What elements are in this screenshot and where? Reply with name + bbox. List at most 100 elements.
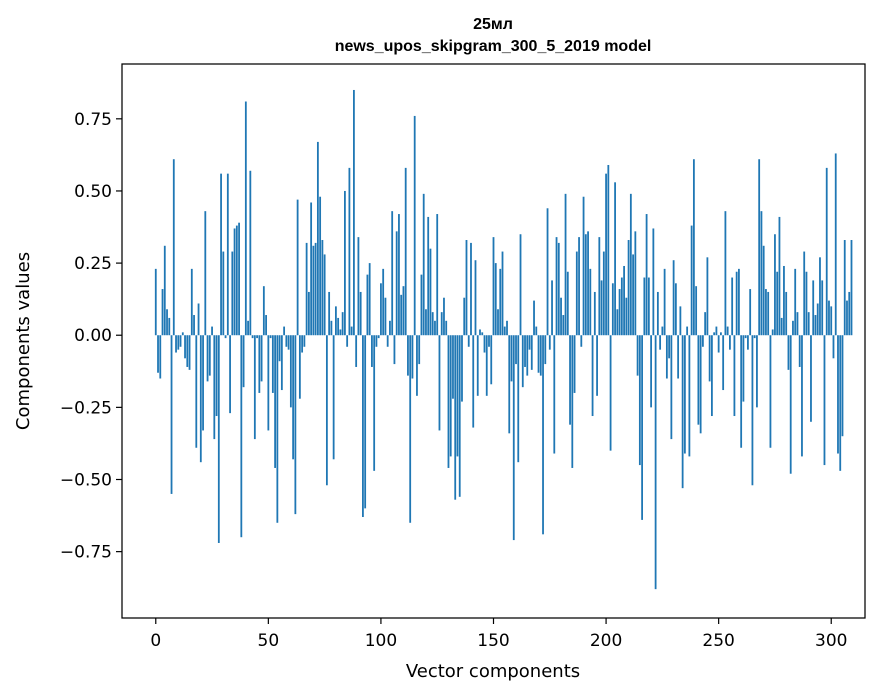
- bar: [209, 335, 211, 375]
- bar: [445, 321, 447, 335]
- bar: [535, 327, 537, 336]
- bar: [470, 243, 472, 335]
- bar: [502, 252, 504, 336]
- bar: [189, 335, 191, 370]
- bar: [207, 335, 209, 381]
- bar: [162, 289, 164, 335]
- bar: [612, 283, 614, 335]
- bar: [511, 335, 513, 381]
- bar: [290, 335, 292, 407]
- bar: [177, 335, 179, 349]
- bar: [673, 260, 675, 335]
- bar: [598, 237, 600, 335]
- bar: [303, 335, 305, 347]
- bar: [391, 211, 393, 335]
- bar: [416, 335, 418, 396]
- bar: [538, 335, 540, 373]
- bar: [589, 269, 591, 335]
- bar: [225, 335, 227, 338]
- bar: [369, 263, 371, 335]
- bar: [679, 306, 681, 335]
- bar: [815, 315, 817, 335]
- bar: [734, 335, 736, 416]
- bar: [551, 280, 553, 335]
- bar: [155, 269, 157, 335]
- bar: [258, 335, 260, 393]
- bar: [574, 335, 576, 393]
- bar: [643, 278, 645, 336]
- bar: [436, 214, 438, 335]
- bar: [463, 298, 465, 336]
- bar: [641, 335, 643, 520]
- bar: [475, 260, 477, 335]
- bar: [558, 243, 560, 335]
- bar: [484, 335, 486, 352]
- bar: [493, 237, 495, 335]
- bar: [231, 252, 233, 336]
- bar: [515, 335, 517, 364]
- bar: [842, 335, 844, 436]
- bar: [562, 315, 564, 335]
- bar: [481, 332, 483, 335]
- bar: [752, 335, 754, 485]
- bar: [580, 335, 582, 347]
- bar: [240, 335, 242, 537]
- bar: [200, 335, 202, 462]
- bar: [833, 335, 835, 358]
- bar: [810, 335, 812, 422]
- bar: [466, 240, 468, 335]
- bar: [403, 286, 405, 335]
- bar: [646, 214, 648, 335]
- bar: [821, 280, 823, 335]
- y-tick-label: 0.00: [74, 326, 112, 346]
- y-axis-ticks: 0.75 0.50 0.25 0.00 −0.25 −0.50 −0.75: [60, 110, 122, 563]
- bar: [508, 335, 510, 433]
- bar: [691, 226, 693, 336]
- bar: [522, 335, 524, 387]
- x-tick-label: 250: [702, 631, 734, 651]
- bar: [281, 335, 283, 390]
- bar: [625, 298, 627, 336]
- bar: [432, 312, 434, 335]
- bar: [819, 257, 821, 335]
- bar: [461, 335, 463, 401]
- bar: [229, 335, 231, 413]
- bar: [400, 295, 402, 335]
- bar: [441, 312, 443, 335]
- bar: [632, 254, 634, 335]
- bar: [337, 318, 339, 335]
- bar: [421, 275, 423, 336]
- bar: [346, 335, 348, 347]
- bar: [830, 306, 832, 335]
- bar: [677, 335, 679, 378]
- bar: [524, 335, 526, 367]
- bar: [159, 335, 161, 378]
- bar: [339, 329, 341, 335]
- bar: [335, 306, 337, 335]
- bar: [497, 309, 499, 335]
- bar: [204, 211, 206, 335]
- bar: [560, 298, 562, 336]
- chart-subtitle: news_upos_skipgram_300_5_2019 model: [335, 38, 652, 55]
- bar: [351, 327, 353, 336]
- bar: [193, 315, 195, 335]
- bar: [236, 226, 238, 336]
- x-tick-label: 200: [590, 631, 622, 651]
- bar: [157, 335, 159, 373]
- bar: [709, 335, 711, 381]
- bar: [396, 231, 398, 335]
- bar: [373, 335, 375, 471]
- bar: [468, 335, 470, 347]
- bar: [380, 283, 382, 335]
- bar: [718, 335, 720, 352]
- bar: [452, 335, 454, 398]
- bar: [655, 335, 657, 589]
- bar: [594, 292, 596, 335]
- bar: [333, 335, 335, 459]
- bar: [274, 335, 276, 468]
- bar: [317, 142, 319, 335]
- bar: [706, 257, 708, 335]
- bar: [270, 335, 272, 338]
- bar: [360, 292, 362, 335]
- bar: [517, 335, 519, 462]
